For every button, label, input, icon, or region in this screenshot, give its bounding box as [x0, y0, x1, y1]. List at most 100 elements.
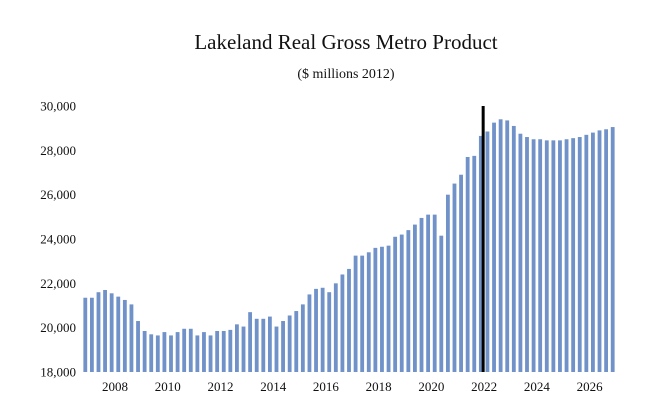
bar	[136, 321, 140, 372]
bar	[122, 299, 127, 372]
bar	[294, 311, 299, 372]
bar	[83, 297, 88, 372]
bar	[393, 236, 398, 372]
bar	[577, 137, 582, 372]
bar	[208, 335, 213, 372]
x-tick-label: 2012	[207, 379, 233, 394]
bar	[169, 335, 173, 372]
bar	[551, 140, 556, 372]
y-tick-label: 18,000	[40, 365, 76, 380]
bar	[426, 214, 431, 372]
x-axis-tick-labels: 2008 2010 2012 2014 2016 2018 2020 2022 2024 2026	[102, 379, 603, 394]
bar	[116, 296, 121, 372]
bar	[89, 297, 94, 372]
chart-title: Lakeland Real Gross Metro Product	[194, 30, 498, 54]
bar	[478, 135, 483, 372]
bar	[571, 138, 576, 372]
x-tick-label: 2016	[313, 379, 340, 394]
bar	[525, 137, 529, 372]
bar	[518, 133, 523, 372]
y-tick-label: 28,000	[40, 143, 76, 158]
bar-series	[83, 119, 615, 373]
y-tick-label: 30,000	[40, 99, 76, 114]
bar	[406, 230, 411, 372]
bar	[485, 131, 490, 372]
bar	[353, 255, 358, 373]
x-tick-label: 2020	[418, 379, 444, 394]
bar	[202, 332, 206, 372]
bar	[320, 287, 325, 372]
bar	[281, 321, 285, 372]
y-tick-label: 22,000	[40, 276, 76, 291]
bar	[452, 183, 457, 372]
x-tick-label: 2008	[102, 379, 128, 394]
bar	[314, 288, 318, 373]
x-tick-label: 2026	[577, 379, 604, 394]
bar	[347, 268, 351, 372]
bar	[465, 156, 470, 372]
chart-subtitle: ($ millions 2012)	[297, 67, 395, 82]
bar	[333, 283, 338, 372]
x-tick-label: 2022	[471, 379, 497, 394]
bar	[287, 315, 292, 372]
bar	[175, 332, 180, 372]
bar	[459, 174, 463, 372]
bar	[610, 127, 615, 372]
bar	[182, 328, 187, 372]
bar	[129, 304, 134, 372]
bar	[558, 140, 562, 372]
bar	[399, 234, 404, 372]
bar	[340, 274, 345, 372]
bar	[188, 328, 193, 372]
bar	[248, 312, 253, 372]
bar	[261, 318, 266, 372]
x-tick-label: 2014	[260, 379, 287, 394]
y-tick-label: 20,000	[40, 320, 76, 335]
bar	[445, 194, 450, 372]
y-axis-tick-labels: 18,000 20,000 22,000 24,000 26,000 28,000 30,0…	[40, 99, 76, 380]
bar	[235, 324, 239, 372]
bar	[531, 139, 536, 372]
bar	[254, 318, 259, 372]
y-tick-label: 26,000	[40, 187, 76, 202]
bar	[597, 130, 602, 372]
bar	[498, 119, 503, 372]
bar	[413, 224, 417, 372]
bar	[228, 329, 233, 372]
bar	[419, 217, 424, 372]
bar	[96, 292, 101, 372]
bar	[584, 134, 589, 372]
bar	[162, 332, 167, 372]
bar	[267, 316, 272, 372]
x-tick-label: 2010	[155, 379, 181, 394]
x-tick-label: 2018	[366, 379, 392, 394]
bar	[544, 140, 549, 372]
bar	[109, 293, 114, 372]
bar	[155, 335, 160, 372]
bar	[373, 247, 378, 372]
bar	[380, 246, 384, 372]
bar	[300, 304, 305, 372]
bar	[221, 330, 226, 372]
bar	[103, 289, 107, 372]
x-tick-label: 2024	[524, 379, 551, 394]
bar	[327, 292, 332, 372]
bar	[591, 132, 595, 372]
bar	[604, 129, 609, 372]
bar	[492, 122, 496, 373]
bar	[274, 326, 279, 372]
bar	[386, 245, 391, 372]
bar	[472, 155, 477, 373]
bar	[432, 214, 437, 372]
y-tick-label: 24,000	[40, 232, 76, 247]
bar	[215, 330, 220, 372]
bar	[564, 139, 569, 372]
bar	[439, 235, 444, 372]
bar	[538, 139, 543, 372]
bar	[142, 330, 147, 372]
bar	[505, 120, 510, 372]
bar	[307, 294, 312, 372]
bar	[366, 252, 371, 372]
bar	[360, 255, 365, 373]
